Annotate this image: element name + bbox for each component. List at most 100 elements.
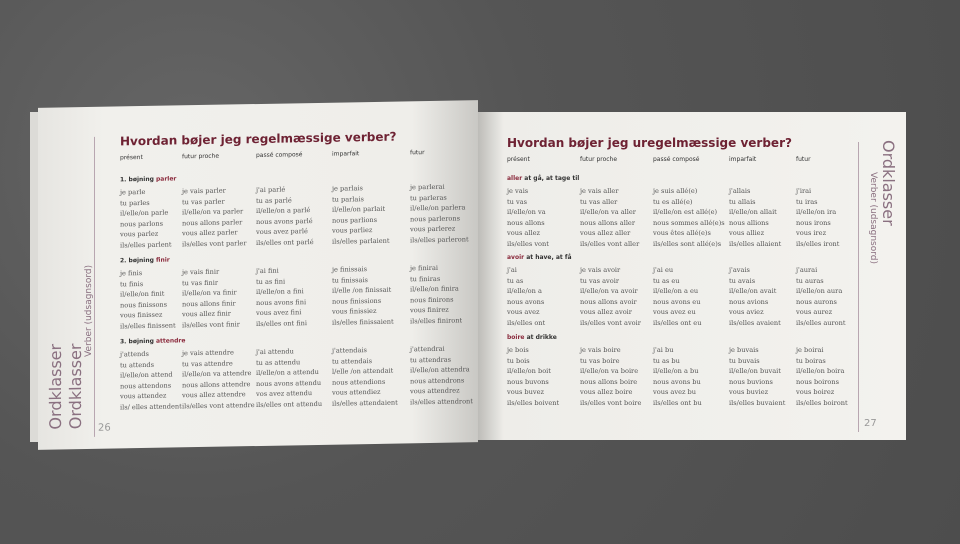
page-number: 26	[98, 422, 111, 434]
side-subtitle: Verber (udsagnsord)	[868, 172, 878, 265]
table-cell: il/elle/on aura	[796, 287, 843, 295]
table-row: vous allez vous allez aller vous êtes allé…	[507, 228, 866, 239]
table-cell: vous aurez	[796, 308, 833, 316]
table-cell: j'irai	[796, 187, 812, 195]
section-heading: aller at gå, at tage til	[507, 175, 866, 186]
table-row: vous avez vous allez avoir vous avez eu vou…	[507, 307, 866, 318]
table-cell: vous avez	[507, 308, 540, 316]
table-cell: ils/elles vont finir	[182, 319, 240, 329]
table-cell: tu vas avoir	[580, 276, 620, 285]
table-cell: nous irons	[796, 218, 831, 227]
table-cell: vous avez eu	[653, 308, 696, 316]
table-cell: il/elle/on allait	[729, 208, 777, 216]
column-header: futur	[796, 156, 811, 163]
table-row: nous avons nous allons avoir nous avons eu…	[507, 297, 866, 308]
table-cell: ils/ elles attendent	[120, 401, 182, 411]
verb-translation: at have, at få	[524, 254, 572, 261]
table-cell: il/elle/on va aller	[580, 208, 636, 216]
column-headers: présent futur proche passé composé imparfai…	[507, 156, 866, 163]
table-cell: ils/elles ont attendu	[256, 399, 323, 409]
table-cell: j'allais	[729, 187, 751, 195]
table-cell: tu vas	[507, 197, 528, 206]
column-header: imparfait	[729, 156, 757, 163]
table-cell: ils/elles buvaient	[729, 398, 786, 407]
conjugation-section: 3. bøjning attendre j'attends je vais atte…	[120, 332, 473, 412]
table-cell: je vais aller	[580, 187, 619, 195]
table-row: ils/elles boivent ils/elles vont boire ils…	[507, 398, 866, 409]
table-cell: tu allais	[729, 197, 756, 206]
table-cell: tu as	[507, 276, 524, 285]
table-cell: tu as eu	[653, 276, 680, 285]
table-cell: nous allions	[729, 218, 769, 227]
section-label: 1. bøjning	[120, 175, 156, 184]
table-cell: nous buvons	[507, 377, 549, 386]
verb-translation: at drikke	[524, 334, 557, 341]
table-cell: vous boirez	[796, 388, 835, 396]
table-cell: ils/elles parlaient	[332, 236, 390, 246]
side-title-repeat: Ordklasser	[66, 343, 85, 430]
table-row: il/elle/on a il/elle/on va avoir il/elle/o…	[507, 286, 866, 297]
page-number: 27	[864, 418, 877, 429]
verb-name: attendre	[156, 337, 186, 345]
table-cell: vous alliez	[729, 229, 765, 237]
verb-translation: at gå, at tage til	[522, 175, 580, 182]
verb-name: parler	[156, 175, 177, 183]
section-label: 2. bøjning	[120, 256, 156, 265]
table-row: tu bois tu vas boire tu as bu tu buvais tu b…	[507, 356, 866, 367]
table-cell: il/elle/on a eu	[653, 287, 699, 295]
table-cell: vous êtes allé(e)s	[653, 229, 711, 237]
table-cell: tu as bu	[653, 356, 680, 365]
table-row: tu as tu vas avoir tu as eu tu avais tu aura…	[507, 276, 866, 287]
table-cell: ils/elles auront	[796, 318, 846, 327]
table-cell: vous irez	[796, 229, 827, 237]
table-row: j'ai je vais avoir j'ai eu j'avais j'aurai	[507, 265, 866, 276]
side-title: Ordklasser	[879, 140, 898, 226]
column-header: passé composé	[256, 151, 303, 160]
conjugation-section: 1. bøjning parler je parle je vais parler j…	[120, 170, 470, 250]
column-header: imparfait	[332, 150, 360, 158]
table-cell: ils/elles attendront	[410, 396, 473, 406]
column-header: passé composé	[653, 156, 700, 163]
left-page: Hvordan bøjer jeg regelmæssige verber? p…	[38, 100, 478, 450]
table-cell: je buvais	[729, 346, 759, 354]
column-headers: présent futur proche passé composé imparfai…	[120, 148, 470, 161]
table-cell: il/elle/on va	[507, 208, 546, 216]
table-row: je bois je vais boire j'ai bu je buvais je b…	[507, 345, 866, 356]
table-cell: il/elle/on avait	[729, 287, 777, 295]
table-cell: ils/elles attendaient	[332, 398, 398, 408]
table-cell: ils/elles finiront	[410, 315, 463, 325]
table-cell: ils/elles boivent	[507, 398, 560, 407]
table-cell: il/elle/on a	[507, 287, 542, 295]
section-heading: avoir at have, at få	[507, 254, 866, 265]
table-cell: tu bois	[507, 356, 530, 365]
table-cell: vous buviez	[729, 388, 769, 396]
table-cell: nous buvions	[729, 377, 773, 386]
table-cell: vous allez	[507, 229, 540, 237]
table-cell: tu boiras	[796, 356, 826, 365]
table-cell: ils/elles parlent	[120, 240, 172, 249]
table-cell: ils/elles finissaient	[332, 317, 394, 327]
right-page: Hvordan bøjer jeg uregelmæssige verber? …	[478, 112, 906, 440]
table-cell: je vais boire	[580, 346, 621, 354]
side-subtitle: Verber (udsagnsord)	[84, 264, 94, 358]
conjugation-section: 2. bøjning finir je finis je vais finir j'a…	[120, 251, 470, 331]
table-cell: tu avais	[729, 276, 756, 285]
table-row: nous allons nous allons aller nous sommes …	[507, 218, 866, 229]
table-cell: il/elle/on va boire	[580, 367, 639, 375]
table-row: tu vas tu vas aller tu es allé(e) tu allais…	[507, 197, 866, 208]
table-row: ils/elles vont ils/elles vont aller ils/el…	[507, 239, 866, 250]
table-cell: il/elle/on ira	[796, 208, 837, 216]
table-row: nous buvons nous allons boire nous avons b…	[507, 377, 866, 388]
table-cell: il/elle/on est allé(e)	[653, 208, 718, 216]
table-cell: il/elle/on boit	[507, 367, 551, 375]
table-cell: ils/elles vont avoir	[580, 318, 641, 327]
table-row: je vais je vais aller je suis allé(e) j'all…	[507, 186, 866, 197]
table-cell: nous allons	[507, 218, 545, 227]
table-cell: j'ai bu	[653, 346, 674, 354]
column-header: présent	[507, 156, 530, 163]
table-cell: ils/elles parleront	[410, 234, 469, 244]
margin-rule	[858, 142, 859, 432]
table-cell: ils/elles boiront	[796, 398, 848, 407]
table-cell: il/elle/on a bu	[653, 367, 699, 375]
table-cell: j'ai eu	[653, 266, 674, 274]
